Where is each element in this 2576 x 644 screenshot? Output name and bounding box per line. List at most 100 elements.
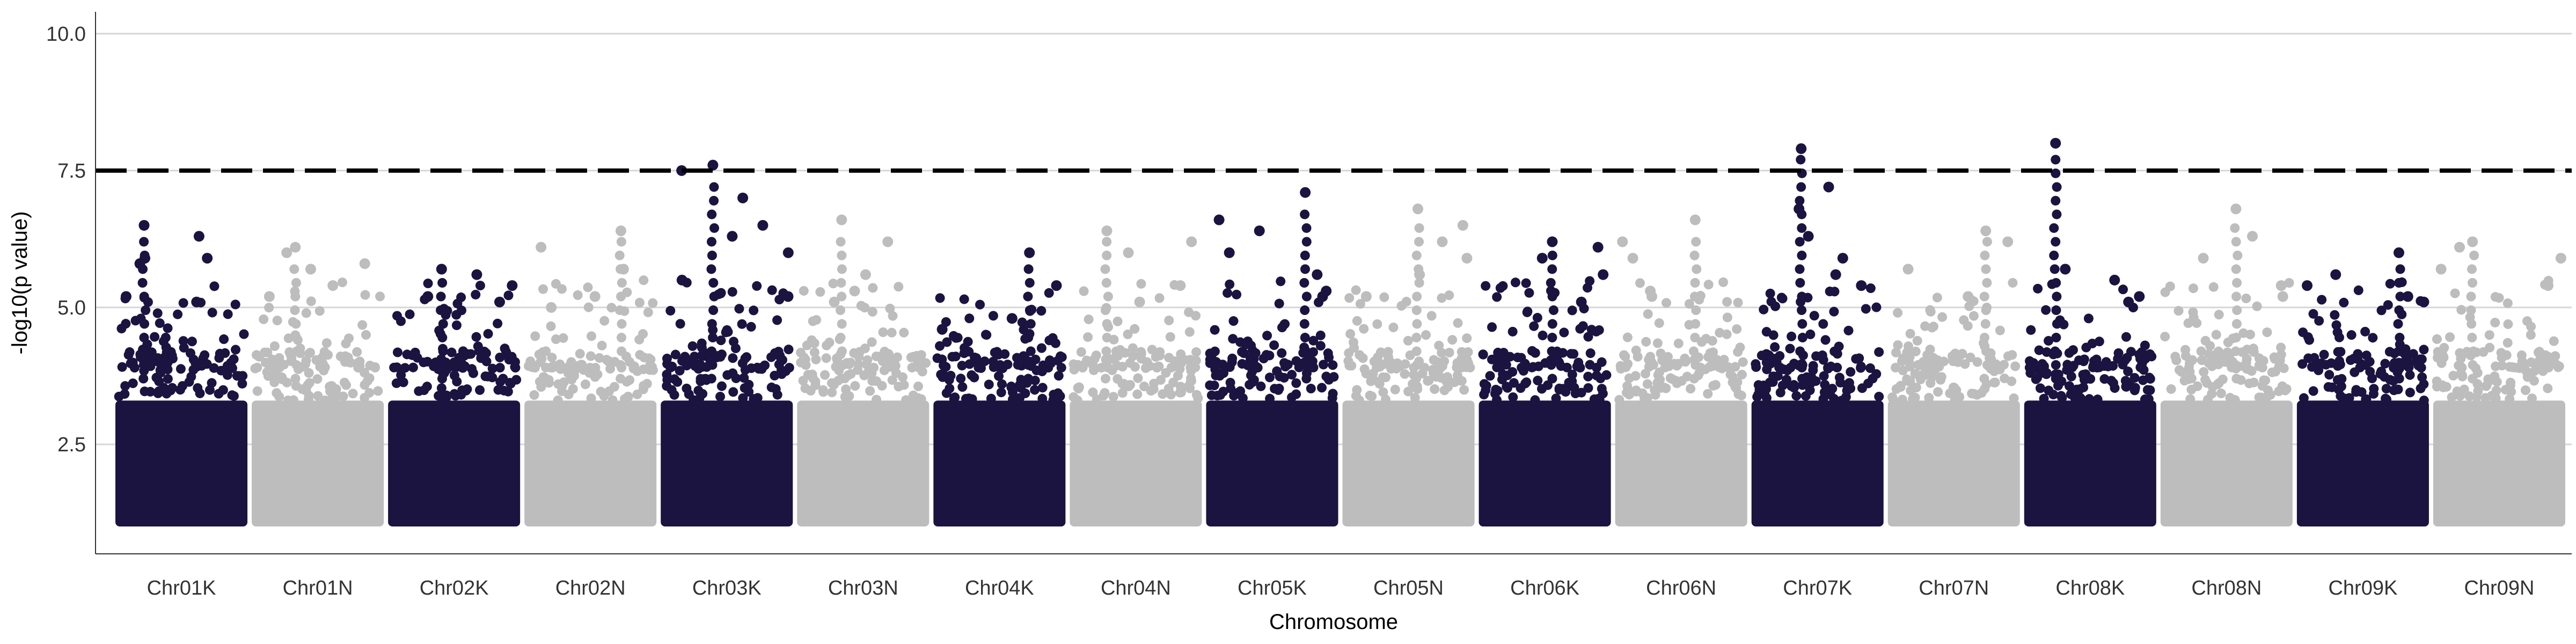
snp-point [1411,250,1422,260]
snp-point [1725,369,1736,379]
snp-point [959,294,969,304]
snp-point [616,264,626,274]
snp-point [770,370,780,380]
snp-point [2238,328,2249,338]
snp-point [2416,383,2426,393]
snp-point [2145,385,2155,396]
snp-point [1101,278,1111,288]
snp-peak-point [936,324,948,335]
snp-point [800,383,810,393]
snp-point [321,338,332,348]
snp-peak-point [436,264,447,275]
snp-point [828,279,838,289]
snp-point [2466,305,2476,316]
snp-peak-point [494,296,505,308]
snp-point [1692,264,1702,274]
snp-point [1108,354,1118,364]
snp-bulk-chr09k [2296,400,2429,526]
snp-point [1176,387,1186,398]
snp-point [964,313,975,324]
snp-point [914,353,925,363]
snp-point [2197,355,2207,365]
snp-point [2533,362,2543,372]
snp-point [2506,377,2516,387]
snp-point [2394,374,2404,384]
snp-peak-point [290,241,301,253]
snp-peak-point [2060,264,2071,275]
snp-point [2083,313,2094,324]
snp-peak-point [1592,241,1604,253]
snp-point [2051,305,2061,316]
snp-point [2242,354,2252,364]
snp-point [1585,348,1596,358]
snp-point [2502,338,2513,348]
snp-point [501,347,511,357]
snp-point [1023,264,1034,274]
snp-point [1733,297,1743,308]
snp-point [2505,362,2515,372]
snp-point [1412,319,1422,329]
snp-point [1154,293,1165,303]
snp-point [2317,295,2327,305]
snp-point [1762,364,1772,375]
snp-point [723,327,733,337]
snp-point [1277,348,1287,358]
snp-point [1100,388,1110,398]
snp-point [1912,335,1922,346]
snp-point [163,374,173,384]
snp-point [343,333,354,343]
snp-peak-point [2555,253,2566,264]
snp-peak-point [615,225,626,237]
snp-point [2543,362,2553,372]
snp-point [1818,355,1828,365]
snp-point [140,319,150,329]
snp-point [1959,315,1969,325]
snp-point [2469,250,2479,260]
snp-point [2211,330,2221,340]
snp-point [1805,385,1815,396]
snp-point [1218,368,1228,378]
snp-point [739,373,749,383]
snp-point [609,382,619,392]
snp-point [2353,285,2363,295]
snp-point [283,333,294,343]
snp-point [2160,332,2170,342]
snp-point [2214,378,2224,388]
snp-point [2303,332,2313,342]
snp-peak-point [1006,313,1018,324]
x-tick-label-chr07n: Chr07N [1919,577,1989,599]
snp-point [1654,318,1664,328]
snp-point [1300,360,1310,370]
snp-point [614,250,625,260]
snp-point [1103,291,1113,302]
snp-point [1164,353,1174,363]
snp-peak-point [2302,280,2313,291]
snp-point [1447,335,1458,345]
snp-point [1594,395,1605,405]
snp-point [487,363,497,374]
snp-point [960,343,970,353]
snp-point [1583,332,1593,342]
snp-point [1655,367,1665,377]
snp-point [2231,264,2241,274]
snp-point [1574,357,1584,368]
snp-point [1924,393,1934,403]
snp-point [2136,360,2147,370]
snp-point [357,320,368,330]
snp-point [860,343,870,354]
snp-point [291,360,302,370]
snp-point [503,290,514,301]
snp-point [1902,374,1912,384]
snp-point [1030,385,1040,395]
snp-point [2009,393,2019,404]
snp-point [2199,367,2209,377]
snp-point [2467,319,2477,329]
snp-point [2231,319,2242,329]
snp-point [1704,362,1715,372]
snp-point [128,378,138,389]
snp-point [1164,316,1174,326]
snp-point [1115,345,1125,355]
snp-point [706,264,716,274]
snp-peak-point [1300,187,1311,198]
snp-point [746,321,756,332]
